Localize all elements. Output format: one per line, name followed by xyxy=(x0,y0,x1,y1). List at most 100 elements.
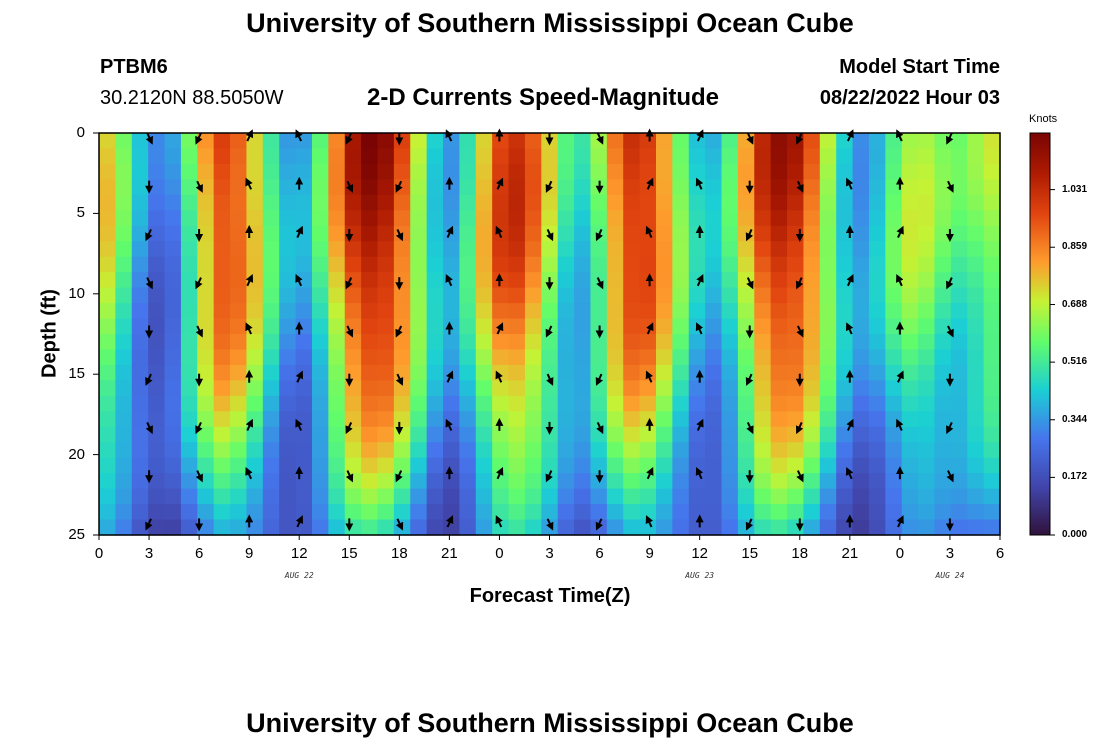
heatmap-cell xyxy=(344,395,362,412)
heatmap-cell xyxy=(426,473,444,490)
heatmap-cell xyxy=(328,442,346,459)
heatmap-cell xyxy=(967,194,985,211)
heatmap-cell xyxy=(361,457,379,474)
heatmap-cell xyxy=(868,519,886,536)
heatmap-cell xyxy=(672,318,690,335)
heatmap-cell xyxy=(721,519,739,536)
heatmap-cell xyxy=(246,210,264,227)
heatmap-cell xyxy=(606,225,624,242)
heatmap-cell xyxy=(361,519,379,536)
current-arrow xyxy=(445,418,453,431)
heatmap-cell xyxy=(787,194,805,211)
heatmap-cell xyxy=(754,395,772,412)
heatmap-cell xyxy=(721,272,739,289)
heatmap-cell xyxy=(524,256,542,273)
x-tick-label: 3 xyxy=(945,545,955,562)
heatmap-cell xyxy=(557,256,575,273)
heatmap-cell xyxy=(344,380,362,397)
heatmap-cell xyxy=(99,504,116,521)
heatmap-cell xyxy=(377,163,395,180)
heatmap-cell xyxy=(475,318,493,335)
heatmap-cell xyxy=(426,256,444,273)
heatmap-cell xyxy=(115,488,133,505)
heatmap-cell xyxy=(934,457,952,474)
heatmap-cell xyxy=(443,133,460,150)
current-arrow xyxy=(896,225,904,239)
heatmap-cell xyxy=(344,148,362,165)
heatmap-cell xyxy=(361,426,379,443)
colorbar xyxy=(1029,132,1051,536)
heatmap-cell xyxy=(836,349,854,366)
heatmap-cell xyxy=(524,364,542,381)
heatmap-cell xyxy=(344,225,362,242)
heatmap-cell xyxy=(819,272,837,289)
heatmap-cell xyxy=(672,473,690,490)
heatmap-cell xyxy=(655,133,673,150)
heatmap-cell xyxy=(672,411,690,428)
heatmap-cell xyxy=(655,210,673,227)
heatmap-cell xyxy=(868,318,886,335)
heatmap-cell xyxy=(868,179,886,196)
heatmap-cell xyxy=(180,225,198,242)
heatmap-cell xyxy=(770,163,788,180)
heatmap-cell xyxy=(541,334,559,351)
heatmap-cell xyxy=(705,504,723,521)
y-axis-label: Depth (ft) xyxy=(38,289,61,378)
heatmap-cell xyxy=(328,488,346,505)
heatmap-cell xyxy=(459,241,477,258)
heatmap-cell xyxy=(164,504,182,521)
current-arrow xyxy=(845,177,854,190)
heatmap-cell xyxy=(148,457,166,474)
current-arrow xyxy=(245,418,254,431)
colorbar-tick-label: 1.031 xyxy=(1062,183,1088,195)
heatmap-cell xyxy=(852,473,870,490)
heatmap-cell xyxy=(230,349,248,366)
heatmap-cell xyxy=(590,395,608,412)
current-arrow xyxy=(145,518,153,531)
heatmap-cell xyxy=(213,364,231,381)
heatmap-cell xyxy=(262,256,280,273)
heatmap-cell xyxy=(950,225,968,242)
heatmap-cell xyxy=(99,148,116,165)
heatmap-cell xyxy=(639,349,657,366)
heatmap-cell xyxy=(934,442,952,459)
heatmap-cell xyxy=(524,488,542,505)
heatmap-cell xyxy=(524,287,542,304)
heatmap-cell xyxy=(508,303,526,320)
heatmap-cell xyxy=(311,457,329,474)
heatmap-cell xyxy=(262,133,280,150)
current-arrow xyxy=(395,470,403,483)
heatmap-cell xyxy=(868,426,886,443)
heatmap-cell xyxy=(328,457,346,474)
heatmap-cell xyxy=(983,256,1001,273)
heatmap-cell xyxy=(819,457,837,474)
heatmap-cell xyxy=(655,148,673,165)
heatmap-cell xyxy=(737,519,755,536)
heatmap-cell xyxy=(852,380,870,397)
heatmap-cell xyxy=(115,349,133,366)
heatmap-cell xyxy=(393,133,411,150)
heatmap-cell xyxy=(852,133,870,150)
heatmap-cell xyxy=(443,488,460,505)
heatmap-cell xyxy=(901,163,919,180)
current-arrow xyxy=(646,322,654,335)
heatmap-cell xyxy=(868,457,886,474)
heatmap-cell xyxy=(246,334,264,351)
heatmap-cell xyxy=(426,519,444,536)
heatmap-cell xyxy=(279,364,297,381)
heatmap-cell xyxy=(180,256,198,273)
heatmap-cell xyxy=(361,349,379,366)
heatmap-cell xyxy=(262,426,280,443)
heatmap-cell xyxy=(983,473,1001,490)
heatmap-cell xyxy=(459,148,477,165)
heatmap-cell xyxy=(737,133,755,150)
heatmap-cell xyxy=(541,148,559,165)
heatmap-cell xyxy=(737,442,755,459)
heatmap-cell xyxy=(459,163,477,180)
heatmap-cell xyxy=(836,256,854,273)
heatmap-cell xyxy=(901,411,919,428)
heatmap-cell xyxy=(459,210,477,227)
heatmap-cell xyxy=(721,504,739,521)
heatmap-cell xyxy=(361,364,379,381)
heatmap-cell xyxy=(180,411,198,428)
